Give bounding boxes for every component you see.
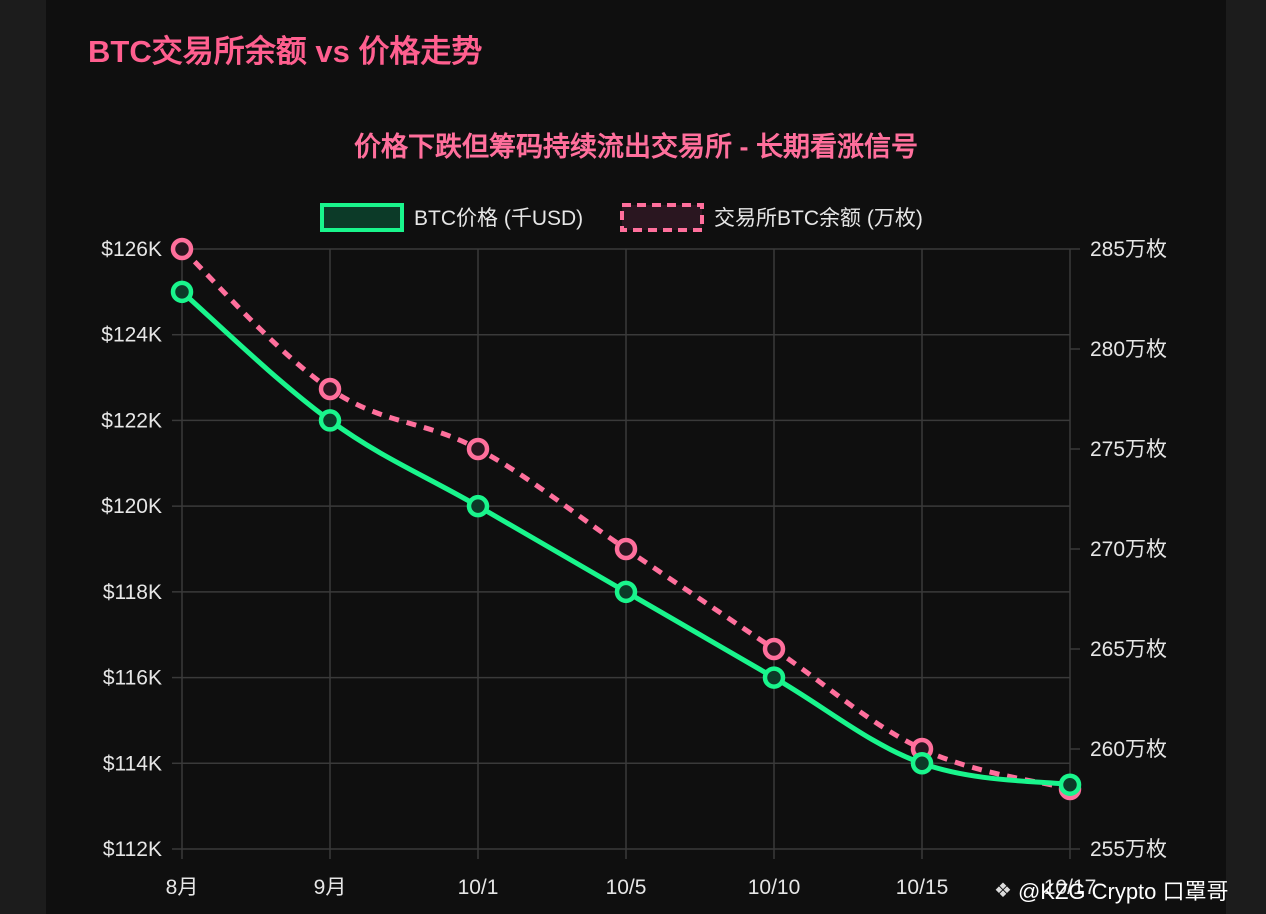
y-axis-right: 285万枚 280万枚 275万枚 270万枚 265万枚 260万枚 255万枚 — [1090, 238, 1167, 861]
legend-swatch-balance — [620, 203, 704, 232]
y-right-tick-label: 285万枚 — [1090, 238, 1167, 261]
balance-point — [614, 537, 638, 561]
x-tick-label: 10/15 — [896, 876, 949, 899]
price-point — [318, 409, 342, 432]
balance-point — [170, 237, 194, 261]
price-point — [762, 666, 786, 689]
price-point — [466, 494, 490, 518]
legend-swatch-price — [320, 203, 404, 232]
y-left-tick-label: $118K — [103, 581, 162, 604]
page-title: BTC交易所余额 vs 价格走势 — [88, 34, 483, 69]
x-tick-label: 9月 — [314, 876, 347, 899]
x-tick-label: 8月 — [166, 876, 199, 899]
y-right-tick-label: 265万枚 — [1090, 638, 1167, 661]
y-left-tick-label: $122K — [101, 409, 162, 432]
x-tick-label: 10/10 — [748, 876, 801, 899]
y-right-tick-label: 255万枚 — [1090, 838, 1167, 861]
y-left-tick-label: $120K — [101, 495, 162, 518]
balance-point — [466, 437, 490, 461]
price-point — [1058, 773, 1082, 796]
balance-point — [762, 637, 786, 661]
price-point — [910, 752, 934, 775]
price-point — [614, 580, 638, 604]
x-tick-label: 10/17 — [1044, 876, 1097, 899]
y-left-tick-label: $116K — [103, 667, 162, 690]
legend-label-balance[interactable]: 交易所BTC余额 (万枚) — [714, 207, 923, 230]
y-left-tick-label: $112K — [103, 838, 162, 861]
y-axis-left: $126K $124K $122K $120K $118K $116K $114K $112K — [101, 238, 162, 861]
y-left-tick-label: $124K — [101, 324, 162, 347]
chart-title: 价格下跌但筹码持续流出交易所 - 长期看涨信号 — [354, 131, 918, 162]
y-right-tick-label: 275万枚 — [1090, 438, 1167, 461]
chart-legend: BTC价格 (千USD) 交易所BTC余额 (万枚) — [320, 203, 923, 232]
x-axis: 8月 9月 10/1 10/5 10/10 10/15 10/17 — [166, 876, 1097, 899]
balance-point — [318, 377, 342, 401]
y-right-tick-label: 260万枚 — [1090, 738, 1167, 761]
price-point — [170, 280, 194, 304]
y-left-tick-label: $126K — [101, 238, 162, 261]
x-tick-label: 10/5 — [606, 876, 647, 899]
watermark: ❖ @KZG Crypto 口罩哥 — [994, 874, 1229, 906]
legend-label-price[interactable]: BTC价格 (千USD) — [414, 207, 583, 230]
y-right-tick-label: 280万枚 — [1090, 338, 1167, 361]
binance-diamond-icon: ❖ — [994, 879, 1012, 902]
chart-panel — [46, 0, 1226, 914]
x-tick-label: 10/1 — [458, 876, 499, 899]
y-left-tick-label: $114K — [103, 752, 162, 775]
y-right-tick-label: 270万枚 — [1090, 538, 1167, 561]
series-layer — [170, 237, 1082, 801]
watermark-text: @KZG Crypto 口罩哥 — [1017, 879, 1229, 904]
